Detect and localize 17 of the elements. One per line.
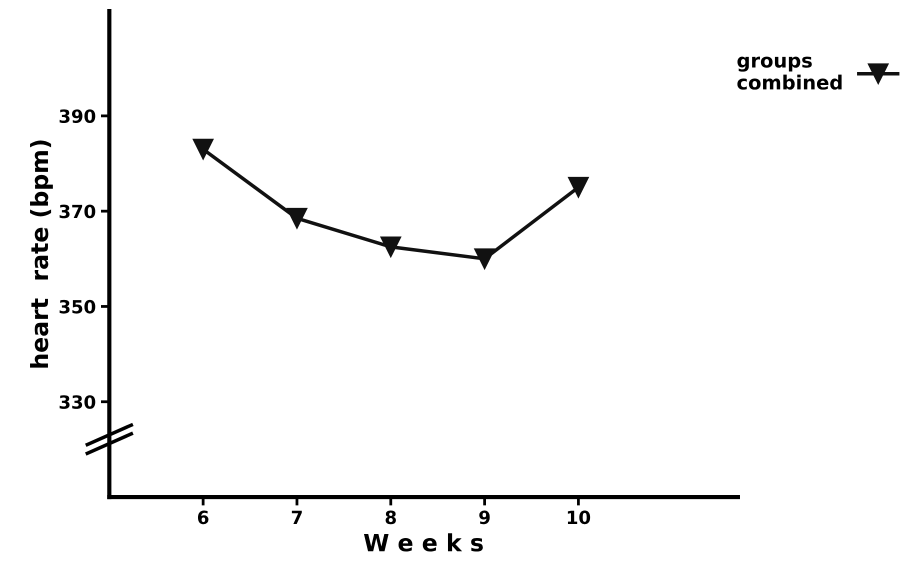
y-axis-title: heart rate (bpm)	[30, 140, 53, 368]
x-tick-label: 8	[386, 510, 396, 524]
x-tick-label: 10	[568, 510, 590, 524]
x-tick-label: 6	[198, 510, 208, 524]
y-tick-label: 390	[60, 109, 96, 123]
point	[474, 248, 496, 270]
x-tick-label: 9	[479, 510, 490, 524]
y-tick-label: 330	[60, 395, 96, 409]
y-tick-label: 370	[60, 204, 96, 218]
point	[380, 236, 402, 258]
point	[286, 208, 308, 229]
point	[192, 138, 214, 160]
y-tick-label: 350	[60, 300, 96, 314]
point	[568, 176, 589, 198]
legend-label: groups combined	[737, 56, 842, 90]
x-axis-title: W e e k s	[364, 533, 483, 552]
x-tick-label: 7	[292, 510, 302, 524]
